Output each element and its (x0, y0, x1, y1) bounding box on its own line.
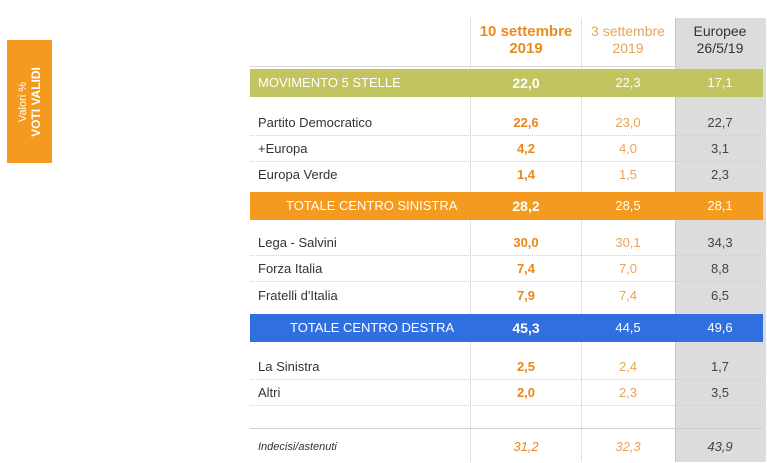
row-label: Altri (258, 385, 281, 400)
table-row-totale-centro-destra: TOTALE CENTRO DESTRA 45,3 44,5 49,6 (250, 314, 763, 342)
table-row: La Sinistra 2,5 2,4 1,7 (250, 354, 763, 380)
value-europee: 3,1 (710, 141, 730, 156)
value-3-settembre: 7,4 (618, 288, 638, 303)
value-3-settembre: 1,5 (618, 167, 638, 182)
side-tag-voti-validi: Valori % VOTI VALIDI (7, 40, 52, 163)
table-row-indecisi: Indecisi/astenuti 31,2 32,3 43,9 (250, 434, 763, 460)
row-label: La Sinistra (258, 359, 320, 374)
value-3-settembre: 44,5 (615, 320, 641, 335)
value-3-settembre: 2,4 (618, 359, 638, 374)
side-tag-line-2: VOTI VALIDI (28, 66, 43, 137)
table-row-m5s: MOVIMENTO 5 STELLE 22,0 22,3 17,1 (250, 69, 763, 97)
table-row: Forza Italia 7,4 7,0 8,8 (250, 256, 763, 282)
value-europee: 43,9 (707, 439, 733, 454)
value-10-settembre: 22,6 (513, 115, 539, 130)
row-label: Partito Democratico (258, 115, 373, 130)
value-europee: 28,1 (707, 198, 733, 213)
value-3-settembre: 2,3 (618, 385, 638, 400)
value-3-settembre: 4,0 (618, 141, 638, 156)
value-europee: 1,7 (710, 359, 730, 374)
header-europee: Europee 26/5/19 (693, 23, 747, 56)
value-europee: 8,8 (710, 261, 730, 276)
column-divider (581, 18, 582, 462)
value-3-settembre: 30,1 (615, 235, 641, 250)
value-europee: 17,1 (707, 75, 733, 90)
header-divider (250, 66, 763, 67)
value-3-settembre: 28,5 (615, 198, 641, 213)
table-row: Partito Democratico 22,6 23,0 22,7 (250, 110, 763, 136)
row-label: Lega - Salvini (258, 235, 337, 250)
value-10-settembre: 22,0 (512, 75, 540, 91)
value-3-settembre: 7,0 (618, 261, 638, 276)
value-10-settembre: 28,2 (512, 198, 540, 214)
poll-table: 10 settembre 2019 3 settembre 2019 Europ… (250, 18, 766, 463)
value-europee: 3,5 (710, 385, 730, 400)
header-10-settembre: 10 settembre 2019 (479, 23, 573, 57)
row-label: Fratelli d'Italia (258, 288, 338, 303)
value-europee: 22,7 (707, 115, 733, 130)
separator-line (250, 428, 763, 429)
row-label: +Europa (258, 141, 308, 156)
column-divider (470, 18, 471, 462)
row-label: TOTALE CENTRO SINISTRA (286, 198, 458, 213)
value-10-settembre: 1,4 (516, 167, 536, 182)
table-row-totale-centro-sinistra: TOTALE CENTRO SINISTRA 28,2 28,5 28,1 (250, 192, 763, 220)
value-10-settembre: 4,2 (516, 141, 536, 156)
value-10-settembre: 7,4 (516, 261, 536, 276)
row-label: Europa Verde (258, 167, 338, 182)
value-europee: 6,5 (710, 288, 730, 303)
header-3-settembre: 3 settembre 2019 (591, 23, 665, 56)
value-3-settembre: 22,3 (615, 75, 641, 90)
table-row: Altri 2,0 2,3 3,5 (250, 380, 763, 406)
value-10-settembre: 2,5 (516, 359, 536, 374)
table-row: Lega - Salvini 30,0 30,1 34,3 (250, 230, 763, 256)
value-10-settembre: 30,0 (513, 235, 539, 250)
value-3-settembre: 32,3 (615, 439, 641, 454)
side-tag-line-1: Valori % (16, 81, 29, 122)
row-label: MOVIMENTO 5 STELLE (258, 75, 401, 90)
value-europee: 34,3 (707, 235, 733, 250)
value-10-settembre: 31,2 (513, 439, 539, 454)
row-label: TOTALE CENTRO DESTRA (290, 320, 455, 335)
table-row: Europa Verde 1,4 1,5 2,3 (250, 162, 763, 188)
value-10-settembre: 2,0 (516, 385, 536, 400)
row-label: Indecisi/astenuti (258, 441, 337, 453)
table-row: +Europa 4,2 4,0 3,1 (250, 136, 763, 162)
table-row: Fratelli d'Italia 7,9 7,4 6,5 (250, 282, 763, 309)
value-europee: 49,6 (707, 320, 733, 335)
value-europee: 2,3 (710, 167, 730, 182)
value-10-settembre: 45,3 (512, 320, 540, 336)
value-3-settembre: 23,0 (615, 115, 641, 130)
row-label: Forza Italia (258, 261, 323, 276)
value-10-settembre: 7,9 (516, 288, 536, 303)
